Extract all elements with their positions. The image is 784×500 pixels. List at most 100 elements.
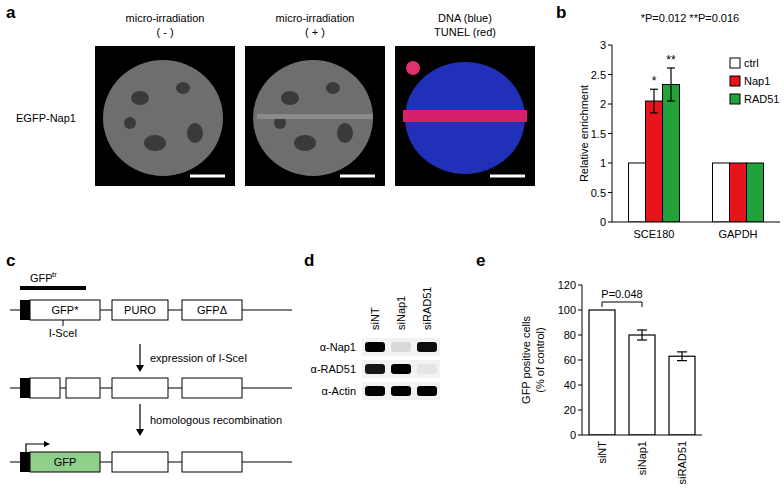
puro-box: [112, 300, 168, 320]
bar: [629, 335, 655, 435]
bar: [669, 356, 695, 435]
error-cap: [650, 89, 658, 90]
micrograph: [245, 46, 385, 186]
x-tick-label: GAPDH: [718, 228, 757, 240]
error-bar: [681, 352, 682, 361]
y-tick-label: 40: [564, 379, 576, 391]
lane-label: siRAD51: [421, 287, 433, 330]
y-tick: [608, 45, 612, 46]
gfp-delta-box: [182, 378, 242, 398]
gfp-box: [30, 300, 100, 320]
scale-bar: [190, 175, 225, 178]
y-tick: [578, 385, 582, 386]
significance: **: [666, 53, 676, 67]
bars: [629, 68, 764, 222]
box-label: PURO: [124, 304, 156, 316]
y-tick-label: 20: [564, 404, 576, 416]
bars: [589, 310, 695, 435]
band: [417, 364, 437, 374]
band: [417, 342, 437, 352]
legend-swatch: [730, 94, 740, 104]
x-axis: [582, 435, 702, 436]
y-tick: [578, 435, 582, 436]
y-tick-label: 1: [600, 157, 606, 169]
blot-strip: [362, 382, 440, 400]
y-tick: [578, 335, 582, 336]
box-label: GFPΔ: [197, 304, 228, 316]
error-bar: [641, 330, 642, 340]
y-tick: [578, 285, 582, 286]
bar: [713, 163, 730, 222]
nucleolus: [281, 91, 299, 105]
y-tick-label: 1.5: [591, 128, 606, 140]
image-bg: [95, 46, 235, 186]
promoter: [20, 300, 30, 320]
y-tick-label: 2.5: [591, 69, 606, 81]
gfp-box: [30, 452, 100, 472]
band: [391, 342, 411, 352]
error-cap: [677, 360, 687, 361]
lane-label: siNT: [369, 307, 381, 330]
legend-label: Nap1: [744, 75, 770, 87]
image-bg: [245, 46, 385, 186]
legend-swatch: [730, 58, 740, 68]
site-tick: [63, 320, 64, 326]
significance-bracket: [602, 302, 642, 307]
y-tick: [608, 192, 612, 193]
legend-swatch: [730, 76, 740, 86]
x-tick-label: siNT: [596, 441, 608, 464]
nucleus: [103, 60, 223, 176]
y-tick-label: 0.5: [591, 187, 606, 199]
lane-label: siNap1: [395, 296, 407, 330]
gfp-tr-sup: tr: [52, 270, 57, 279]
nucleolus: [326, 82, 340, 94]
image-title: DNA (blue): [438, 12, 492, 24]
micrograph: [95, 46, 235, 186]
y-tick-label: 3: [600, 39, 606, 51]
x-tick-label: SCE180: [634, 228, 675, 240]
gfp-tr-bar: [20, 286, 86, 290]
nucleolus: [176, 82, 190, 94]
error-cap: [650, 112, 658, 113]
puro-box: [112, 378, 168, 398]
bar: [646, 101, 663, 222]
error-cap: [637, 329, 647, 330]
x-tick-label: siRAD51: [676, 441, 688, 484]
hr-reporter-diagram: GFPtrGFP*PUROGFPΔI-SceIexpression of I-S…: [10, 270, 292, 472]
bar: [730, 163, 747, 222]
bar: [589, 310, 615, 435]
error-bar: [653, 89, 654, 113]
chart-title: *P=0.012 **P=0.016: [641, 12, 739, 24]
y-tick: [608, 104, 612, 105]
x-tick-label: siNap1: [636, 441, 648, 475]
legend-label: ctrl: [744, 57, 759, 69]
y-axis: [582, 285, 583, 435]
nucleus: [253, 60, 373, 176]
spot: [406, 61, 420, 75]
y-label: (% of control): [534, 327, 546, 392]
scale-bar: [490, 175, 525, 178]
p-value: P=0.048: [601, 288, 642, 300]
error-cap: [667, 100, 675, 101]
row-label: EGFP-Nap1: [16, 112, 76, 124]
bar: [629, 163, 646, 222]
nucleolus: [187, 123, 203, 143]
image-title: micro-irradiation: [276, 12, 355, 24]
gfp-fragment: [30, 378, 60, 398]
row-label: α-Nap1: [320, 341, 356, 353]
y-tick-label: 0: [600, 216, 606, 228]
puro-box: [112, 452, 168, 472]
promoter: [20, 378, 30, 398]
y-tick-label: 0: [570, 429, 576, 441]
figure: abcdeEGFP-Nap1micro-irradiation( - )micr…: [0, 0, 784, 500]
blot-strip: [362, 360, 440, 378]
image-title: ( + ): [305, 26, 325, 38]
blot-strip: [362, 338, 440, 356]
band: [365, 386, 385, 396]
image-title: micro-irradiation: [126, 12, 205, 24]
image-title: ( - ): [156, 26, 173, 38]
y-tick: [578, 310, 582, 311]
image-title: TUNEL (red): [434, 26, 496, 38]
y-tick: [608, 222, 612, 223]
y-tick-label: 2: [600, 98, 606, 110]
